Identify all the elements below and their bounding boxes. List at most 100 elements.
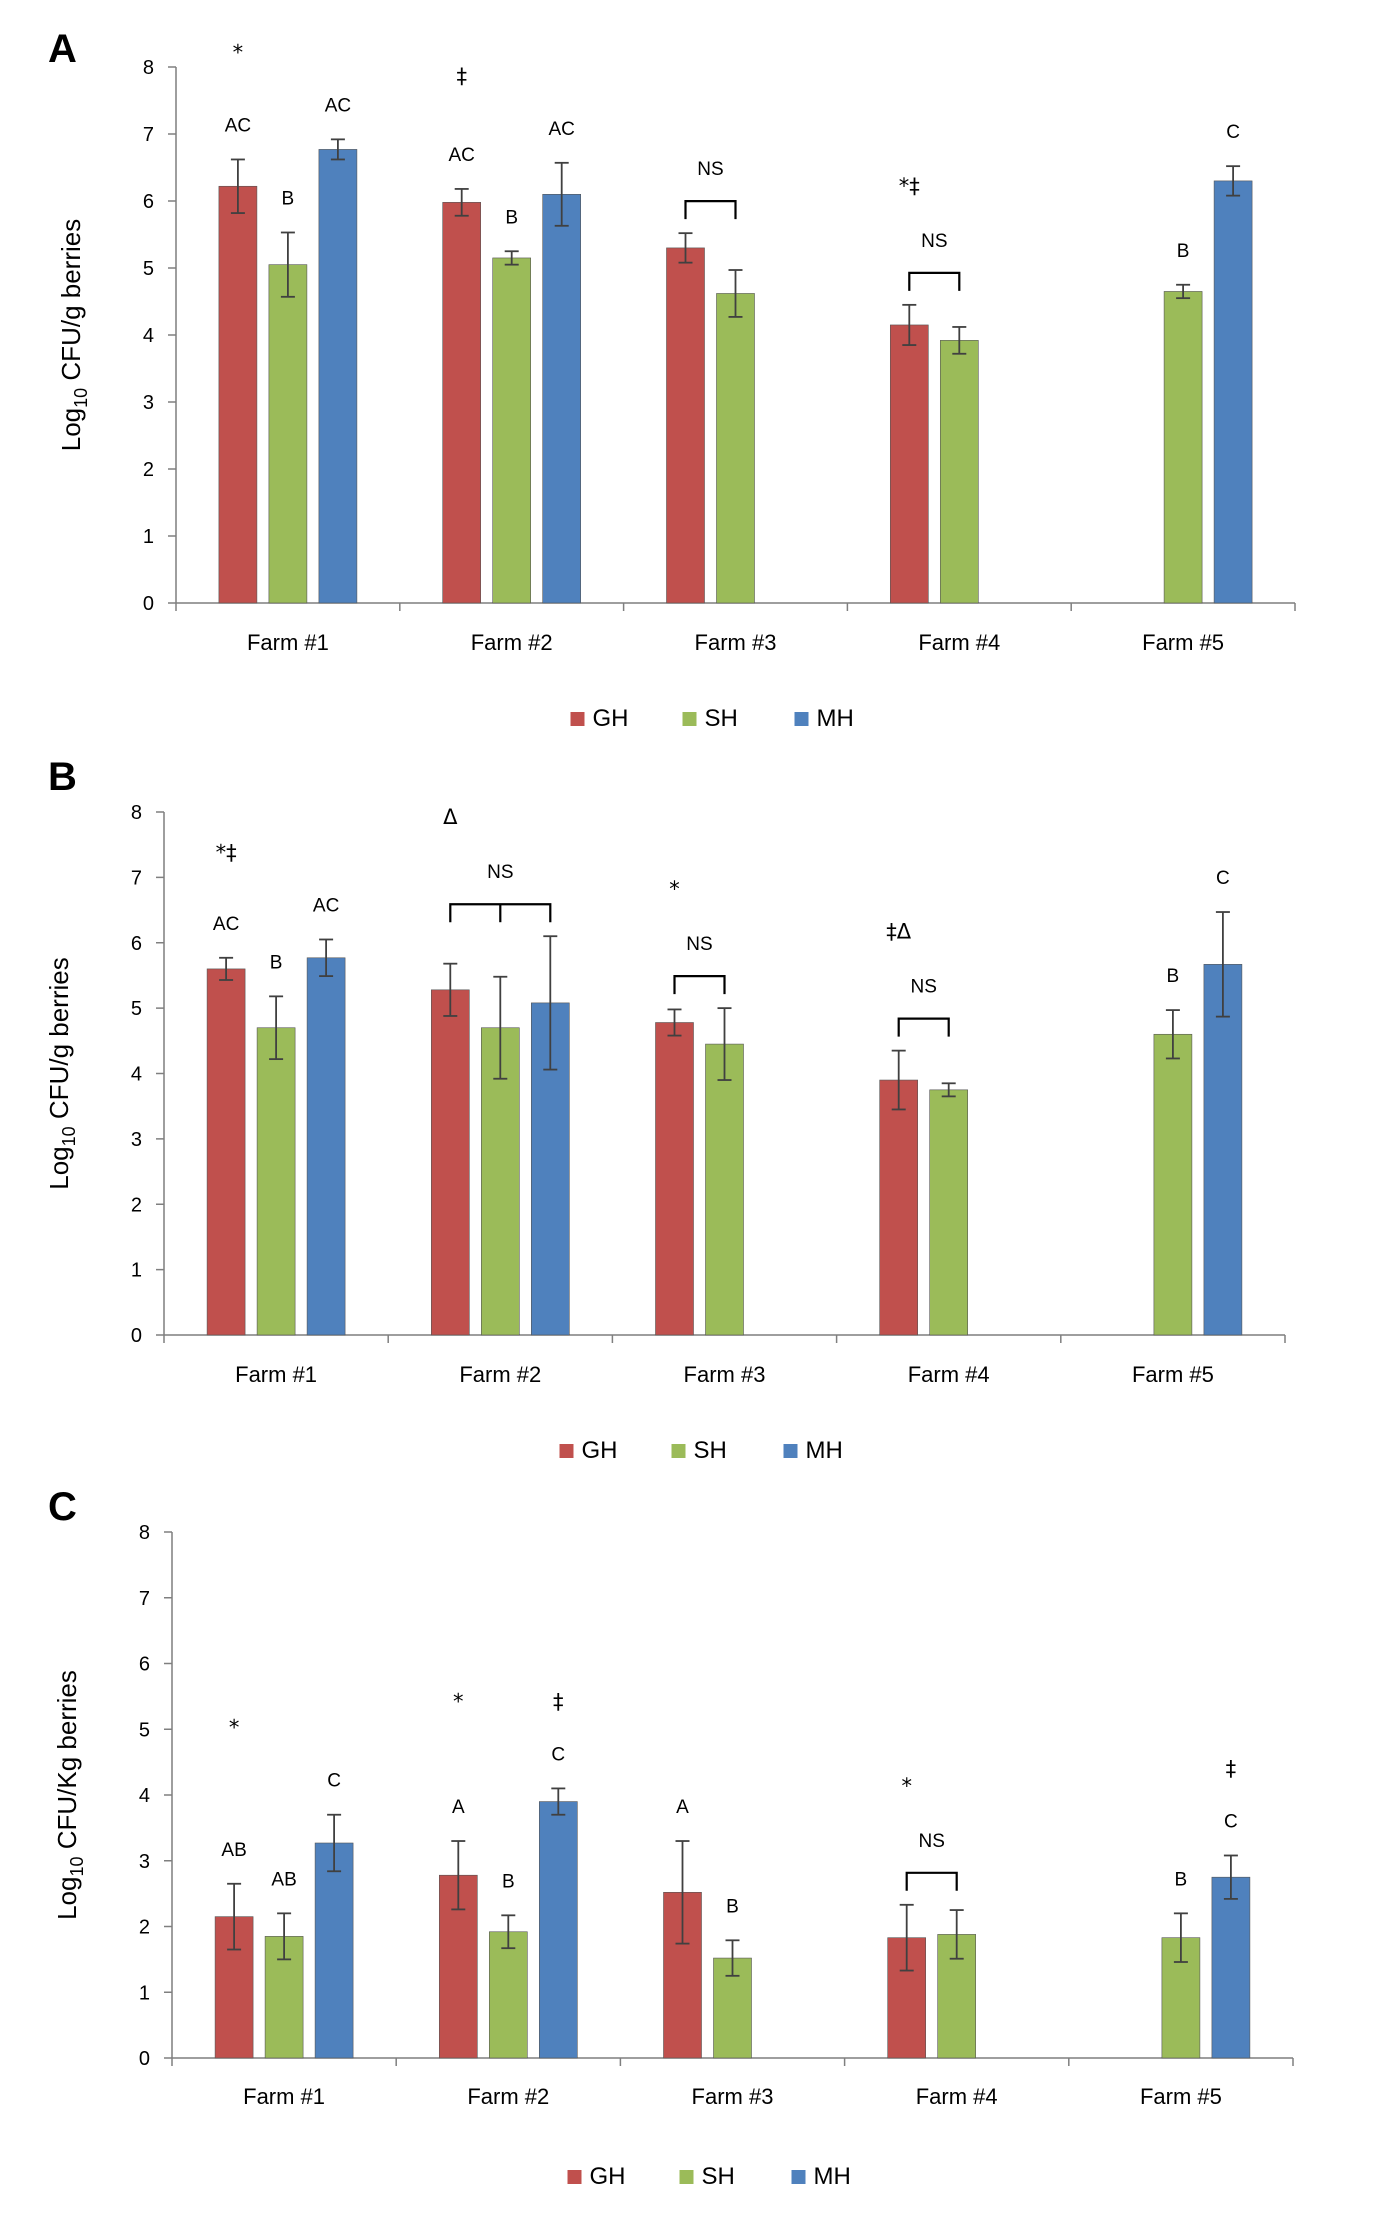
y-tick-label: 7 — [143, 124, 154, 146]
x-tick-label: Farm #3 — [692, 2084, 774, 2109]
y-tick-label: 8 — [131, 802, 142, 824]
ns-bracket — [905, 1871, 958, 1891]
x-tick-label: Farm #5 — [1142, 630, 1224, 655]
x-tick-label: Farm #4 — [918, 630, 1000, 655]
ns-bracket — [673, 975, 726, 995]
y-tick-label: 5 — [131, 998, 142, 1020]
legend-label: GH — [593, 705, 629, 732]
bar-sh — [1163, 291, 1203, 604]
significance-letter: B — [505, 207, 518, 228]
legend-label: GH — [582, 1437, 618, 1464]
significance-letter: AB — [271, 1869, 296, 1890]
legend-label: SH — [694, 1437, 727, 1464]
y-axis-label: Log10 CFU/g berries — [44, 957, 79, 1189]
significance-symbol: ‡ — [1226, 1756, 1237, 1780]
significance-symbol: *‡ — [899, 174, 920, 198]
ns-label: NS — [921, 231, 947, 252]
significance-symbol: *‡ — [216, 840, 237, 864]
bar-sh — [705, 1043, 744, 1336]
panel-letter: A — [48, 27, 77, 71]
bar-sh — [268, 264, 308, 604]
bar-gh — [655, 1022, 694, 1336]
x-tick-label: Farm #4 — [916, 2084, 998, 2109]
legend-swatch-mh — [791, 2170, 806, 2184]
legend-label: MH — [814, 2163, 851, 2190]
significance-letter: AC — [313, 895, 339, 916]
panel-letter: C — [48, 1485, 77, 1529]
y-tick-label: 1 — [131, 1260, 142, 1282]
ns-label: NS — [918, 1831, 944, 1852]
y-tick-label: 4 — [139, 1785, 150, 1807]
ns-label: NS — [697, 159, 723, 180]
bar-sh — [939, 340, 979, 604]
bar-sh — [492, 257, 532, 604]
bar-mh — [1213, 180, 1253, 604]
chart-panel-a: A 0 1 2 3 4 5 6 7 8 Farm #1 Farm #2 Farm #3 Farm #4 Fa… — [48, 27, 1296, 732]
y-tick-label: 0 — [131, 1325, 142, 1347]
y-axis-label: Log10 CFU/Kg berries — [52, 1670, 87, 1920]
significance-letter: C — [1224, 1811, 1238, 1832]
significance-letter: AC — [448, 145, 474, 166]
chart-panel-b: B 0 1 2 3 4 5 6 7 8 Farm #1 Farm #2 Farm #3 Farm #4 Fa… — [44, 755, 1286, 1464]
x-tick-label: Farm #5 — [1140, 2084, 1222, 2109]
significance-symbol: ‡ — [456, 64, 467, 88]
x-tick-label: Farm #2 — [471, 630, 553, 655]
ns-bracket — [908, 271, 961, 291]
x-tick-label: Farm #2 — [467, 2084, 549, 2109]
y-tick-label: 2 — [131, 1194, 142, 1216]
y-tick-label: 6 — [131, 933, 142, 955]
legend-swatch-mh — [794, 712, 809, 726]
bar-gh — [206, 968, 246, 1336]
y-axis-label: Log10 CFU/g berries — [56, 219, 91, 451]
ns-bracket — [897, 1017, 950, 1037]
y-tick-label: 6 — [143, 191, 154, 213]
significance-letter: B — [282, 188, 295, 209]
bar-sh — [716, 293, 755, 604]
significance-letter: B — [1177, 241, 1190, 262]
y-tick-label: 2 — [143, 459, 154, 481]
x-tick-label: Farm #3 — [684, 1362, 766, 1387]
significance-symbol: * — [453, 1689, 464, 1713]
significance-letter: B — [270, 952, 283, 973]
legend-swatch-gh — [559, 1444, 574, 1458]
panel-letter: B — [48, 755, 77, 799]
y-tick-label: 5 — [143, 258, 154, 280]
bar-mh — [1211, 1876, 1251, 2059]
bar-sh — [256, 1027, 296, 1336]
significance-symbol: Δ — [443, 805, 458, 829]
significance-symbol: ‡Δ — [886, 920, 912, 944]
significance-letter: B — [1175, 1869, 1188, 1890]
ns-label: NS — [686, 934, 712, 955]
x-tick-label: Farm #2 — [459, 1362, 541, 1387]
significance-letter: C — [1226, 122, 1240, 143]
bar-gh — [430, 989, 470, 1336]
bar-mh — [542, 194, 582, 604]
ns-bracket — [684, 200, 737, 220]
bar-mh — [314, 1842, 354, 2059]
legend-swatch-sh — [679, 2170, 694, 2184]
y-tick-label: 7 — [131, 867, 142, 889]
y-tick-label: 7 — [139, 1588, 150, 1610]
y-tick-label: 1 — [143, 526, 154, 548]
significance-letter: C — [327, 1771, 341, 1792]
y-tick-label: 0 — [143, 593, 154, 615]
bar-sh — [1153, 1033, 1193, 1336]
significance-symbol: * — [901, 1774, 912, 1798]
y-tick-label: 1 — [139, 1982, 150, 2004]
y-tick-label: 3 — [139, 1851, 150, 1873]
legend-label: MH — [806, 1437, 843, 1464]
significance-letter: B — [502, 1871, 515, 1892]
y-tick-label: 5 — [139, 1719, 150, 1741]
significance-letter: AC — [548, 119, 574, 140]
y-tick-label: 0 — [139, 2048, 150, 2070]
legend-swatch-gh — [570, 712, 585, 726]
legend-label: SH — [702, 2163, 735, 2190]
significance-letter: B — [726, 1896, 739, 1917]
legend-swatch-sh — [682, 712, 697, 726]
significance-symbol: * — [233, 40, 244, 64]
bar-mh — [1203, 964, 1243, 1336]
chart-panel-c: C 0 1 2 3 4 5 6 7 8 Farm #1 Farm #2 Farm #3 Farm #4 Fa… — [48, 1485, 1294, 2190]
x-tick-label: Farm #4 — [908, 1362, 990, 1387]
